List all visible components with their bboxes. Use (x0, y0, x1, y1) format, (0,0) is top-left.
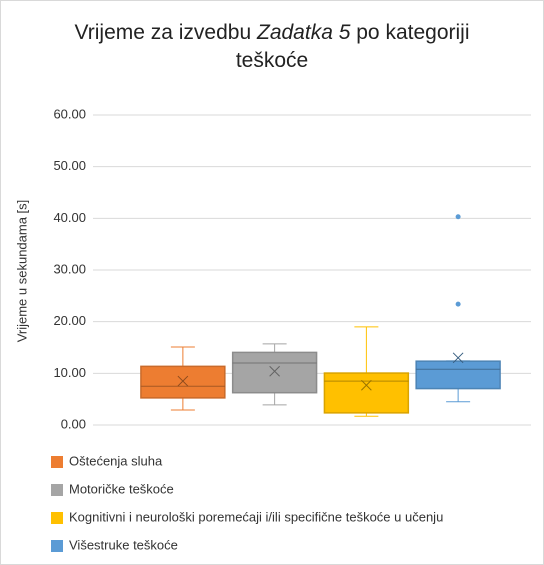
legend-label: Oštećenja sluha (69, 453, 163, 468)
y-tick-label: 60.00 (53, 106, 86, 121)
y-tick-label: 40.00 (53, 210, 86, 225)
mean-marker (269, 365, 280, 377)
mean-marker (177, 375, 189, 387)
box-fill (416, 361, 500, 388)
box-fill (325, 373, 408, 413)
y-tick-label: 50.00 (53, 158, 86, 173)
legend-label: Višestruke teškoće (69, 537, 178, 552)
mean-marker (361, 379, 372, 391)
box-fill (233, 353, 316, 392)
title-part: Vrijeme za izvedbu (74, 21, 252, 44)
y-axis-label: Vrijeme u sekundama [s] (14, 200, 29, 343)
legend-label: Motoričke teškoće (69, 481, 174, 496)
title-part: po kategoriji teškoće (235, 21, 470, 72)
legend-swatch (51, 484, 63, 496)
y-tick-label: 0.00 (61, 416, 86, 431)
title-part: Zadatka 5 (257, 21, 351, 44)
outlier (455, 214, 461, 220)
box-fill (141, 367, 225, 398)
legend-label: Kognitivni i neurološki poremećaji i/ili… (69, 509, 443, 524)
y-tick-label: 20.00 (53, 313, 86, 328)
legend-swatch (51, 456, 63, 468)
mean-marker (452, 352, 464, 364)
outlier (455, 301, 461, 307)
y-tick-label: 30.00 (53, 261, 86, 276)
legend-swatch (51, 540, 63, 552)
chart-title: Vrijeme za izvedbu Zadatka 5 po kategori… (51, 19, 493, 75)
y-tick-label: 10.00 (53, 365, 86, 380)
legend-swatch (51, 512, 63, 524)
